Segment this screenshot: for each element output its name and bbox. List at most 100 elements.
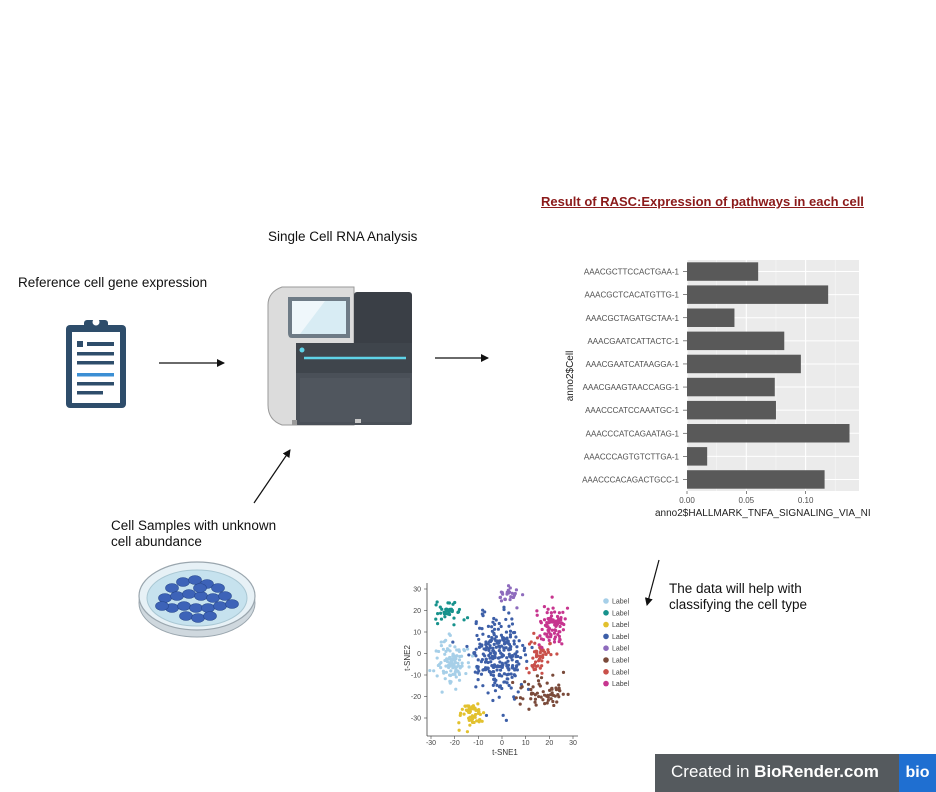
tsne-point xyxy=(480,658,484,662)
tsne-point xyxy=(553,628,557,632)
tsne-point xyxy=(483,660,488,664)
tsne-point xyxy=(456,610,460,615)
tsne-point xyxy=(545,694,549,698)
tsne-point xyxy=(468,723,472,727)
tsne-point xyxy=(502,680,506,684)
tsne-point xyxy=(514,696,518,700)
tsne-point xyxy=(514,660,519,664)
tsne-point xyxy=(435,674,439,678)
tsne-point xyxy=(552,631,557,635)
tsne-point xyxy=(436,622,440,626)
tsne-point xyxy=(466,661,471,665)
tsne-point xyxy=(462,618,466,622)
tsne-point xyxy=(467,718,471,723)
tsne-point xyxy=(499,633,504,637)
clipboard-icon xyxy=(66,318,126,408)
tsne-point xyxy=(526,682,531,686)
pathway-bar-chart: AAACGCTTCCACTGAA-1 AAACGCTCACATGTTG-1 AAAC… xyxy=(565,260,871,519)
tsne-point xyxy=(481,668,485,672)
tsne-point xyxy=(457,728,461,732)
petri-cells xyxy=(155,575,239,623)
tsne-point xyxy=(542,618,547,622)
tsne-point xyxy=(458,654,462,659)
tsne-point xyxy=(447,609,451,613)
tsne-point xyxy=(530,645,534,650)
tsne-point xyxy=(514,635,518,639)
tsne-point xyxy=(480,719,484,723)
tsne-point xyxy=(492,627,497,631)
tsne-point xyxy=(507,668,511,672)
tsne-point xyxy=(497,672,502,676)
biorender-badge[interactable]: Created in BioRender.com bio xyxy=(655,754,936,792)
petri-cell xyxy=(155,601,169,611)
tsne-point xyxy=(557,639,561,644)
tsne-point xyxy=(508,597,512,602)
tsne-point xyxy=(493,652,497,656)
tsne-point xyxy=(546,635,550,639)
tsne-point xyxy=(497,648,501,653)
tsne-scatter-plot: -30 -20 -10 0 10 20 30 30 20 10 0 -10 -20 -30 t-SNE1 t-… xyxy=(403,583,630,757)
tsne-point xyxy=(505,673,509,677)
petri-cell xyxy=(158,593,172,603)
tsne-point xyxy=(492,677,496,681)
tsne-point xyxy=(504,630,509,634)
tsne-point xyxy=(451,640,455,644)
tsne-point xyxy=(557,634,561,638)
tsne-point xyxy=(541,648,545,652)
tsne-point xyxy=(437,649,441,654)
tsne-point xyxy=(550,628,554,632)
arrow-result-to-tsne xyxy=(644,559,660,606)
legend-swatch xyxy=(603,621,609,628)
tsne-point xyxy=(440,690,444,694)
tsne-point xyxy=(559,621,564,625)
tsne-point xyxy=(478,718,482,722)
tsne-point xyxy=(443,677,447,681)
tsne-y-tick-label: 20 xyxy=(413,608,421,615)
tsne-point xyxy=(444,649,448,653)
y-tick-label: AAACGAATCATTACTC-1 xyxy=(587,337,679,346)
y-tick-label: AAACGCTTCCACTGAA-1 xyxy=(584,268,680,277)
legend-swatch xyxy=(603,598,609,604)
tsne-point xyxy=(441,647,445,651)
tsne-point xyxy=(499,644,504,648)
tsne-point xyxy=(510,622,515,626)
petri-cell xyxy=(191,613,205,623)
tsne-x-tick-label: -10 xyxy=(473,740,483,747)
tsne-point xyxy=(548,616,552,621)
tsne-point xyxy=(459,664,463,669)
bar xyxy=(687,308,735,327)
tsne-point xyxy=(470,714,474,718)
tsne-point xyxy=(479,644,484,648)
legend-swatch xyxy=(603,633,609,640)
tsne-point xyxy=(467,665,471,669)
y-tick-label: AAACGAATCATAAGGA-1 xyxy=(586,360,680,369)
tsne-point xyxy=(518,702,522,706)
petri-cell xyxy=(177,601,191,611)
tsne-point xyxy=(547,638,551,642)
tsne-point xyxy=(484,642,488,646)
tsne-point xyxy=(554,688,559,692)
tsne-point xyxy=(451,672,455,676)
tsne-point xyxy=(451,602,455,606)
tsne-y-label: t-SNE2 xyxy=(403,645,412,671)
tsne-point xyxy=(535,636,540,640)
tsne-point xyxy=(474,620,478,624)
tsne-point xyxy=(555,700,559,704)
tsne-point xyxy=(476,711,480,716)
tsne-point xyxy=(443,652,447,656)
tsne-point xyxy=(457,678,462,682)
tsne-point xyxy=(546,621,551,625)
tsne-point xyxy=(454,665,459,669)
tsne-point xyxy=(540,627,544,632)
tsne-point xyxy=(547,630,551,634)
tsne-point xyxy=(545,681,549,685)
tsne-point xyxy=(428,668,432,673)
tsne-y-tick-label: 10 xyxy=(413,630,421,637)
tsne-point xyxy=(529,697,533,701)
tsne-point xyxy=(533,700,537,704)
tsne-point xyxy=(505,656,509,660)
tsne-point xyxy=(493,637,497,641)
tsne-point xyxy=(470,707,474,711)
legend-label: Label xyxy=(612,681,630,688)
bar xyxy=(687,285,829,304)
